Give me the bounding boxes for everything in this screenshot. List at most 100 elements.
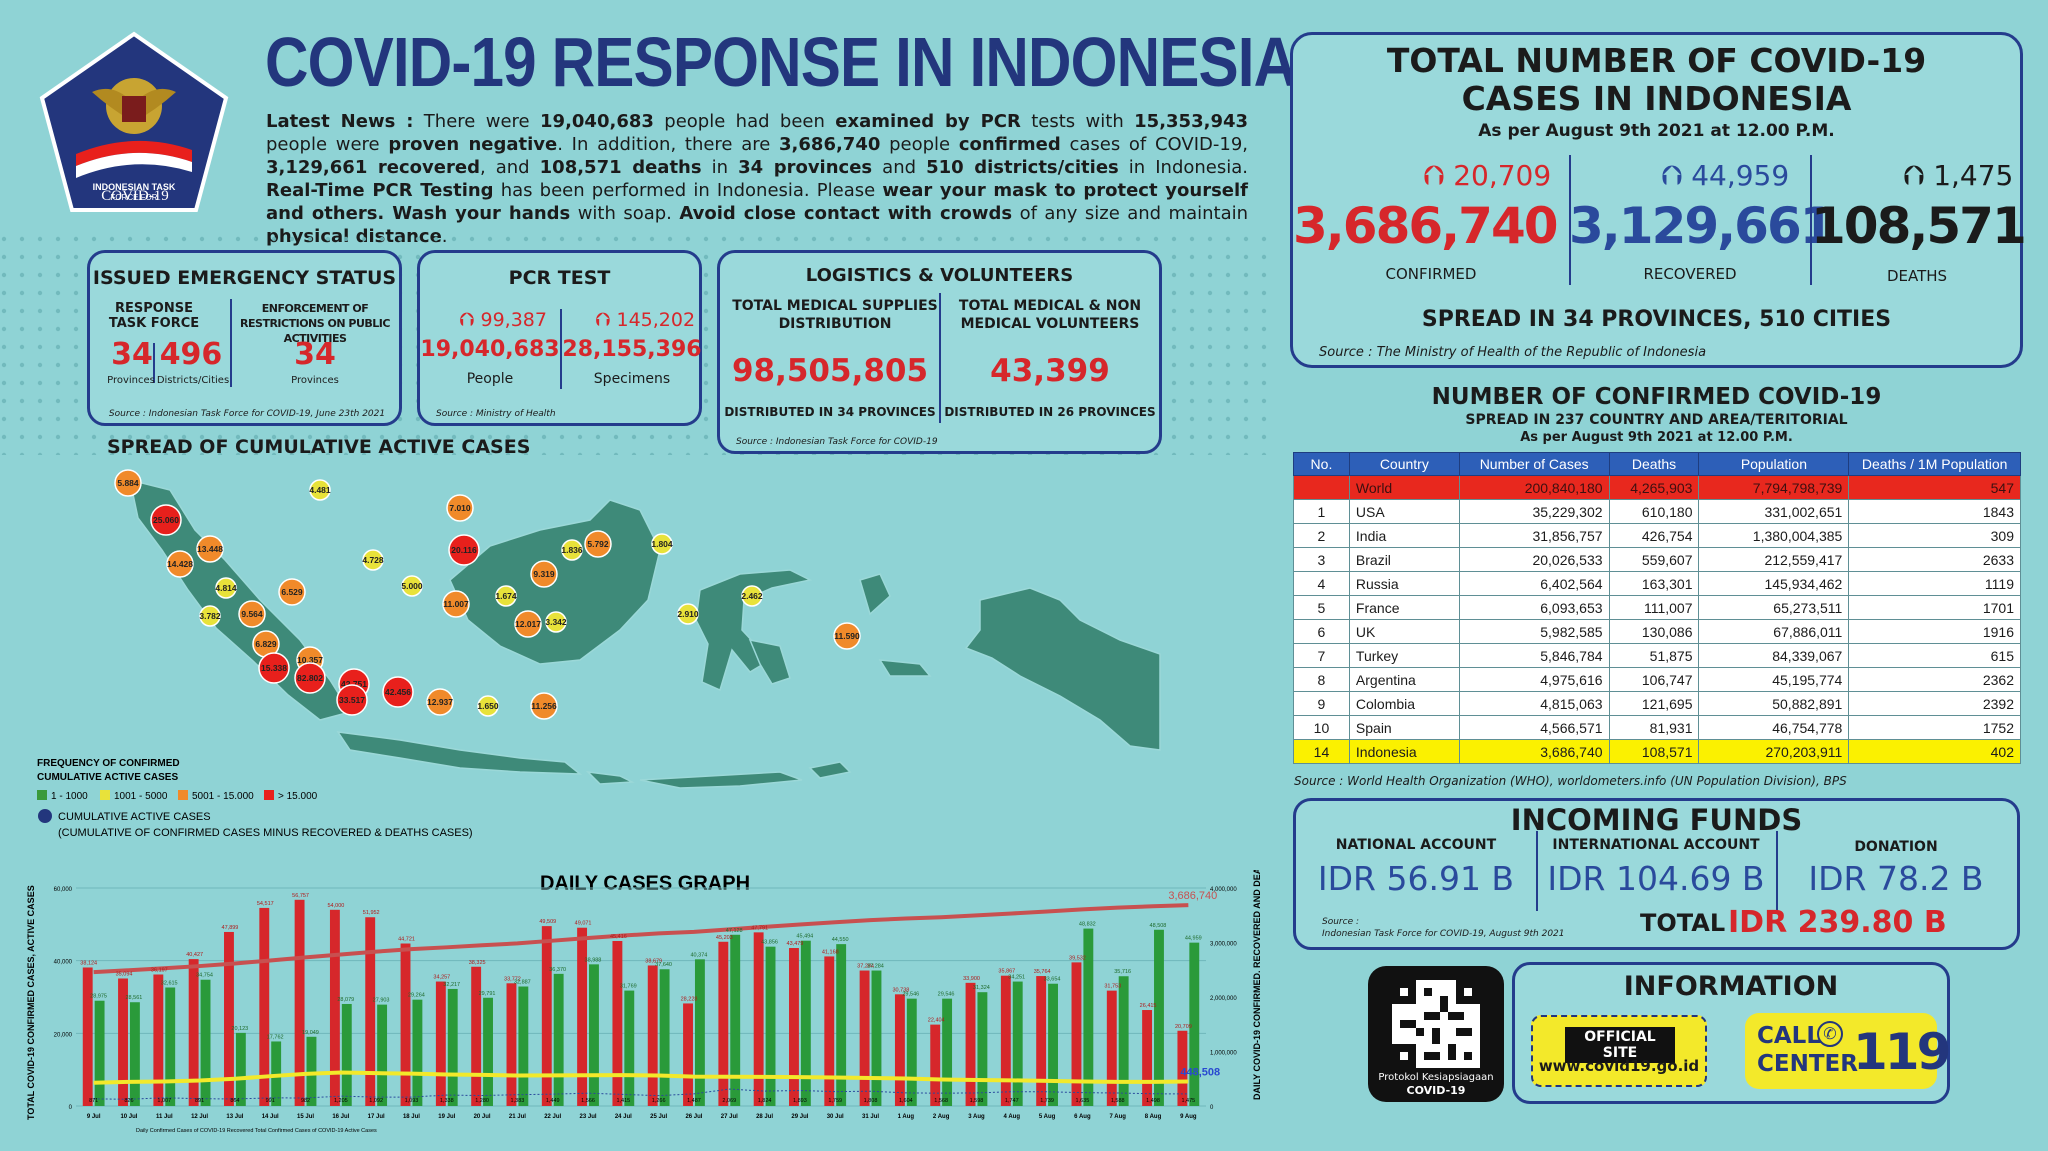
official-site-button[interactable]: OFFICIAL SITE www.covid19.go.id	[1531, 1015, 1707, 1087]
y-tick-right: 4,000,000	[1210, 887, 1237, 893]
bar-recovered	[553, 973, 564, 1106]
map-bubble	[401, 575, 423, 597]
national-value: IDR 56.91 B	[1317, 859, 1515, 898]
label-recovered: 32,887	[514, 980, 531, 986]
bar-confirmed	[153, 974, 164, 1106]
table-row: 3 Brazil 20,026,533 559,607 212,559,417 2633	[1293, 547, 2021, 572]
map-bubble-label: 25.060	[153, 515, 179, 525]
bar-recovered	[1189, 942, 1200, 1106]
label-recovered: 35,716	[1114, 969, 1131, 975]
daily-labels: 38,124 28,975 871 9 Jul 35,094 28,561 826 10 Ju…	[80, 890, 1220, 1134]
y-tick-right: 0	[1210, 1105, 1214, 1111]
totals-divider-2	[1810, 155, 1812, 285]
map-bubble	[477, 695, 499, 717]
table-cell-deaths: 4,265,903	[1608, 475, 1700, 500]
legend-swatch	[264, 790, 274, 800]
cumulative-active-label: CUMULATIVE ACTIVE CASES	[58, 811, 211, 823]
map-bubble	[199, 605, 221, 627]
x-tick-label: 21 Jul	[509, 1114, 526, 1120]
table-cell-no: 14	[1293, 739, 1350, 764]
news-fragment: people had been	[653, 111, 836, 132]
map-bubble-label: 1.836	[561, 545, 583, 555]
map-bubble	[677, 603, 699, 625]
x-tick-label: 7 Aug	[1109, 1114, 1126, 1120]
medical-supplies-label: TOTAL MEDICAL SUPPLIES DISTRIBUTION	[732, 298, 938, 332]
label-confirmed: 43,479	[787, 941, 804, 947]
x-tick-label: 14 Jul	[262, 1114, 279, 1120]
label-confirmed: 56,757	[292, 893, 309, 899]
bar-confirmed	[1177, 1030, 1188, 1106]
label-deaths: 991	[266, 1098, 275, 1104]
provinces-label: Provinces	[107, 375, 155, 386]
bar-confirmed	[824, 956, 835, 1106]
donation-label: DONATION	[1854, 839, 1938, 855]
map-bubble-label: 3.782	[199, 611, 221, 621]
x-tick-label: 1 Aug	[898, 1114, 915, 1120]
label-deaths: 1,383	[511, 1098, 525, 1104]
table-cell-country: France	[1348, 595, 1460, 620]
table-cell-cases: 4,975,616	[1458, 667, 1610, 692]
map-bubble-label: 12.937	[427, 697, 453, 707]
news-fragment: of any size and maintain	[1012, 203, 1249, 224]
map-legend-title-2: CUMULATIVE ACTIVE CASES	[37, 772, 178, 783]
bar-recovered	[942, 998, 953, 1106]
label-deaths: 2,069	[722, 1098, 736, 1104]
table-cell-pop: 46,754,778	[1698, 715, 1850, 740]
map-bubble-label: 5.792	[587, 539, 609, 549]
bar-confirmed	[259, 907, 270, 1106]
news-fragment: and	[872, 157, 927, 178]
call-center-button[interactable]: CALL ✆ CENTER 119	[1745, 1013, 1951, 1089]
news-fragment: 34 provinces	[738, 157, 873, 178]
response-task-force-label: RESPONSE TASK FORCE	[108, 301, 200, 331]
label-recovered: 28,079	[337, 997, 354, 1003]
label-confirmed: 41,168	[822, 949, 839, 955]
table-cell-country: USA	[1348, 499, 1460, 524]
label-deaths: 1,568	[934, 1098, 948, 1104]
deaths-value: 108,571	[1811, 197, 2027, 255]
table-cell-no: 3	[1293, 547, 1350, 572]
table-cell-cases: 35,229,302	[1458, 499, 1610, 524]
label-recovered: 37,284	[867, 964, 884, 970]
bar-recovered	[800, 940, 811, 1106]
table-cell-no: 10	[1293, 715, 1350, 740]
bar-recovered	[518, 986, 529, 1106]
x-tick-label: 3 Aug	[968, 1114, 985, 1120]
label-confirmed: 35,764	[1034, 969, 1051, 975]
news-fragment: proven negative	[388, 134, 558, 155]
table-cell-dpm: 1752	[1848, 715, 2021, 740]
news-body: There were 19,040,683 people had been ex…	[266, 111, 1248, 247]
indonesia-map: 5.884 4.481 25.060 13.448 14.428 4.814 6.529 3.…	[37, 469, 1161, 839]
map-bubble	[741, 585, 763, 607]
x-tick-label: 5 Aug	[1039, 1114, 1056, 1120]
column-header: Deaths / 1M Population	[1848, 452, 2021, 476]
table-cell-cases: 20,026,533	[1458, 547, 1610, 572]
legend-label: 5001 - 15.000	[192, 791, 254, 802]
table-cell-deaths: 426,754	[1608, 523, 1700, 548]
spread-text: SPREAD IN 34 PROVINCES, 510 CITIES	[1421, 307, 1892, 332]
bar-recovered	[730, 934, 741, 1106]
map-bubble	[196, 535, 224, 563]
confirmed-value: 3,686,740	[1293, 197, 1559, 255]
bar-confirmed	[789, 948, 799, 1106]
x-tick-label: 28 Jul	[756, 1114, 773, 1120]
bar-recovered	[624, 990, 635, 1106]
map-bubble	[495, 585, 517, 607]
news-fragment: people were	[266, 134, 389, 155]
qr-card[interactable]: Protokol Kesiapsiagaan COVID-19	[1368, 966, 1504, 1102]
legend-swatch	[37, 790, 47, 800]
map-bubble-label: 11.590	[834, 631, 860, 641]
label-confirmed: 30,738	[892, 987, 909, 993]
news-fragment: 19,040,683	[540, 111, 654, 132]
bar-confirmed	[683, 1003, 693, 1106]
logistics-panel: LOGISTICS & VOLUNTEERS TOTAL MEDICAL SUP…	[717, 250, 1162, 454]
map-bubble-label: 5.000	[401, 581, 423, 591]
bar-recovered	[1154, 929, 1164, 1106]
map-bubble-label: 2.910	[677, 609, 699, 619]
information-panel: INFORMATION OFFICIAL SITE www.covid19.go…	[1512, 962, 1951, 1104]
totals-title-1: TOTAL NUMBER OF COVID-19	[1386, 41, 1927, 80]
table-cell-cases: 200,840,180	[1458, 475, 1610, 500]
totals-asof: As per August 9th 2021 at 12.00 P.M.	[1478, 121, 1835, 141]
label-deaths: 1,739	[1040, 1098, 1054, 1104]
label-confirmed: 33,900	[963, 976, 980, 982]
map-bubble	[258, 652, 290, 684]
